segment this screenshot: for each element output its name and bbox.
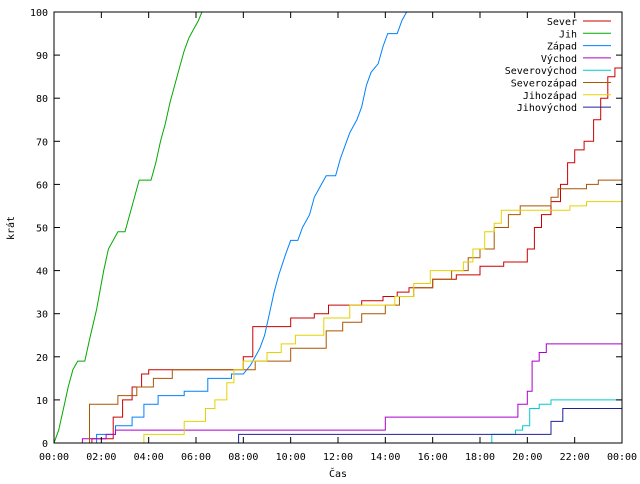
series-line-Jihovýchod <box>238 408 622 443</box>
y-tick-label: 100 <box>30 8 48 19</box>
series-line-Severozápad <box>89 179 622 443</box>
legend-label: Severovýchod <box>505 65 577 77</box>
y-tick-label: 90 <box>36 51 48 62</box>
series-line-Jihozápad <box>143 201 622 443</box>
x-tick-label: 14:00 <box>370 452 400 463</box>
y-tick-label: 80 <box>36 94 48 105</box>
legend-label: Jih <box>559 29 577 40</box>
x-tick-label: 20:00 <box>512 452 542 463</box>
legend-label: Jihozápad <box>523 90 577 102</box>
x-tick-label: 04:00 <box>134 452 164 463</box>
legend-label: Východ <box>541 53 577 65</box>
series-line-Jih <box>54 12 203 443</box>
y-tick-label: 10 <box>36 396 48 407</box>
x-tick-label: 22:00 <box>560 452 590 463</box>
x-axis-label: Čas <box>329 467 347 480</box>
marks-layer <box>54 12 622 443</box>
y-tick-label: 30 <box>36 310 48 321</box>
x-tick-label: 12:00 <box>323 452 353 463</box>
x-tick-label: 18:00 <box>465 452 495 463</box>
legend-label: Jihovýchod <box>517 102 577 114</box>
x-tick-label: 06:00 <box>181 452 211 463</box>
axis-layer: 0 10 20 30 40 50 60 70 80 90 100 00:00 02:00 04:00 06:… <box>30 8 637 463</box>
x-tick-label: 08:00 <box>228 452 258 463</box>
y-tick-label: 20 <box>36 353 48 364</box>
x-tick-label: 00:00 <box>607 452 637 463</box>
legend-label: Sever <box>547 17 577 28</box>
series-line-Západ <box>96 12 408 443</box>
x-tick-label: 16:00 <box>418 452 448 463</box>
y-axis-label: krát <box>5 216 17 240</box>
x-tick-label: 10:00 <box>276 452 306 463</box>
x-tick-label: 02:00 <box>86 452 116 463</box>
y-tick-label: 60 <box>36 180 48 191</box>
series-line-Sever <box>91 67 622 443</box>
y-tick-label: 70 <box>36 137 48 148</box>
y-tick-label: 0 <box>42 439 48 450</box>
legend: SeverJihZápadVýchodSeverovýchodSeverozáp… <box>505 17 611 114</box>
legend-label: Severozápad <box>511 78 577 90</box>
y-tick-label: 40 <box>36 267 48 278</box>
series-line-Východ <box>81 343 622 443</box>
legend-label: Západ <box>547 41 577 53</box>
y-tick-label: 50 <box>36 224 48 235</box>
x-tick-label: 00:00 <box>39 452 69 463</box>
